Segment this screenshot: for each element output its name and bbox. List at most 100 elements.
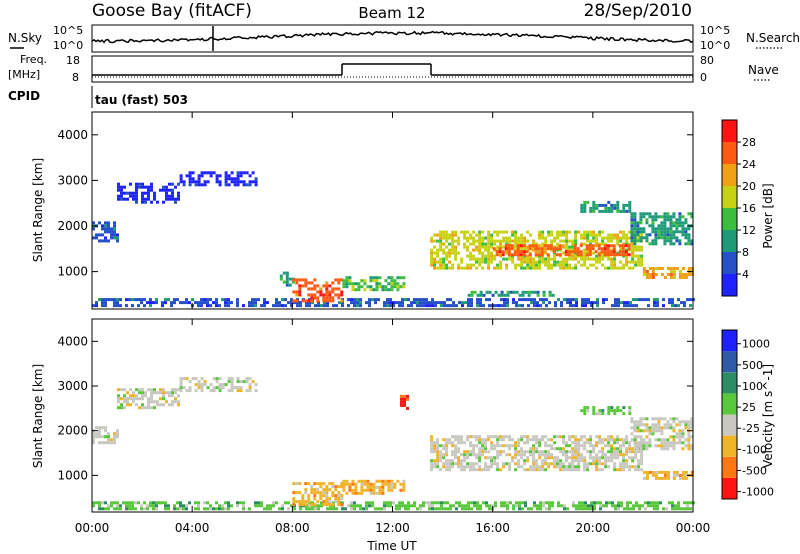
nsearch-tick-bottom: 10^0 [700, 39, 730, 52]
power-cell-7 [628, 266, 632, 270]
velocity-cell-6 [490, 456, 494, 460]
power-cell-3 [230, 301, 233, 305]
power-cell-3 [398, 301, 401, 305]
power-cell-7 [544, 239, 548, 243]
velocity-cell-6 [517, 465, 521, 469]
power-cell-7 [607, 266, 611, 270]
velocity-cell-7 [642, 441, 646, 445]
velocity-cell-2 [179, 377, 183, 381]
velocity-cell-3 [650, 504, 653, 508]
velocity-cell-0 [116, 432, 119, 436]
power-colorbar-tick-label-0: 4 [742, 268, 749, 281]
velocity-cell-6 [535, 468, 539, 472]
power-cell-7 [433, 263, 437, 267]
velocity-cell-6 [487, 456, 491, 460]
velocity-cell-3 [152, 504, 155, 508]
velocity-cell-1 [123, 406, 126, 410]
power-cell-0 [113, 233, 116, 237]
power-cell-9 [666, 218, 670, 222]
velocity-cell-8 [666, 473, 670, 477]
power-cell-7 [622, 230, 626, 234]
velocity-cell-5 [390, 485, 394, 489]
power-cell-7 [556, 236, 560, 240]
power-cell-3 [440, 301, 443, 305]
velocity-cell-6 [466, 462, 470, 466]
velocity-cell-3 [164, 504, 167, 508]
velocity-cell-7 [657, 438, 661, 442]
power-cell-7 [592, 233, 596, 237]
power-cell-3 [647, 298, 650, 302]
velocity-cell-1 [159, 391, 162, 395]
velocity-cell-3 [125, 507, 128, 511]
power-cell-8 [612, 253, 616, 257]
velocity-cell-1 [177, 388, 180, 392]
velocity-cell-0 [98, 435, 101, 439]
power-cell-4 [279, 277, 283, 281]
velocity-cell-3 [269, 504, 272, 508]
velocity-cell-6 [493, 447, 497, 451]
velocity-cell-3 [428, 504, 431, 508]
velocity-cell-7 [672, 444, 676, 448]
power-cell-3 [689, 304, 692, 308]
velocity-cell-3 [287, 507, 290, 511]
velocity-cell-4 [301, 500, 305, 504]
velocity-cell-6 [451, 453, 455, 457]
velocity-cell-7 [639, 417, 643, 421]
velocity-cell-9 [622, 412, 626, 416]
power-cell-9 [654, 212, 658, 216]
power-cell-7 [532, 266, 536, 270]
power-cell-9 [651, 215, 655, 219]
velocity-cell-6 [556, 459, 560, 463]
velocity-cell-3 [98, 507, 101, 511]
velocity-cell-6 [556, 447, 560, 451]
power-cell-9 [654, 242, 658, 246]
power-cell-9 [687, 212, 691, 216]
velocity-cell-6 [436, 462, 440, 466]
velocity-cell-6 [640, 450, 644, 454]
power-colorbar-tick-label-3: 16 [742, 202, 756, 215]
power-cell-10 [681, 273, 685, 276]
velocity-cell-7 [651, 423, 655, 427]
velocity-cell-9 [592, 406, 596, 410]
power-cell-3 [374, 301, 377, 305]
power-cell-7 [553, 257, 557, 261]
power-cell-11 [479, 293, 483, 297]
power-cell-7 [604, 242, 608, 246]
power-cell-7 [565, 233, 569, 237]
velocity-cell-10 [403, 397, 406, 401]
power-cell-9 [654, 236, 658, 240]
power-cell-3 [353, 301, 356, 305]
power-cell-3 [215, 298, 218, 302]
power-cell-8 [492, 247, 496, 251]
velocity-cell-6 [571, 468, 575, 472]
velocity-cell-6 [613, 453, 617, 457]
velocity-cell-7 [648, 438, 652, 442]
velocity-cell-4 [292, 482, 296, 486]
velocity-cell-7 [672, 447, 676, 451]
velocity-cell-7 [660, 444, 664, 448]
velocity-cell-6 [457, 462, 461, 466]
power-cell-3 [515, 304, 518, 308]
power-cell-3 [662, 298, 665, 302]
power-cell-5 [292, 299, 296, 303]
velocity-cell-6 [457, 438, 461, 442]
power-y-tick-label-3: 4000 [57, 128, 88, 142]
power-cell-7 [430, 263, 434, 267]
power-cell-7 [541, 245, 545, 249]
power-cell-9 [645, 239, 649, 243]
velocity-cell-0 [116, 429, 119, 433]
velocity-cell-1 [159, 403, 162, 407]
velocity-cell-3 [431, 504, 434, 508]
velocity-cell-8 [651, 473, 655, 477]
power-cell-12 [625, 209, 629, 213]
power-cell-7 [538, 263, 542, 267]
velocity-cell-3 [290, 504, 293, 508]
velocity-cell-2 [236, 386, 240, 390]
velocity-cell-6 [478, 453, 482, 457]
velocity-cell-6 [604, 444, 608, 448]
velocity-cell-6 [433, 462, 437, 466]
power-cell-1 [147, 188, 150, 192]
power-cell-7 [562, 266, 566, 270]
power-cell-3 [236, 298, 239, 302]
